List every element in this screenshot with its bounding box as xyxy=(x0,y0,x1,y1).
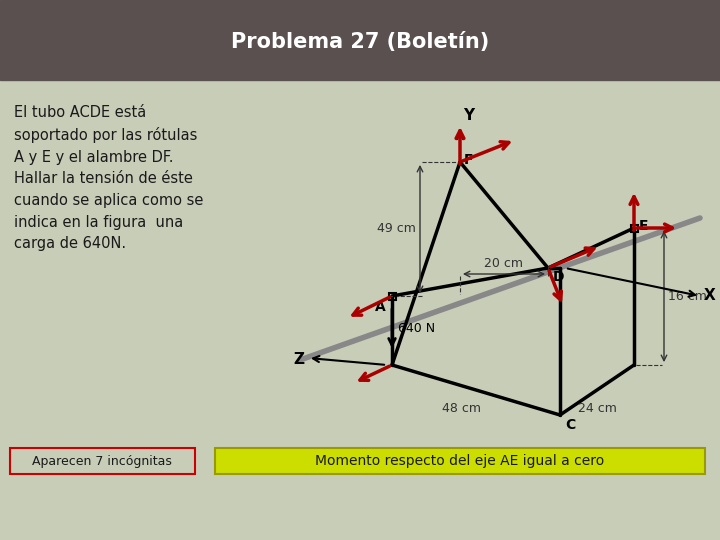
Text: D: D xyxy=(553,270,564,284)
Text: Momento respecto del eje AE igual a cero: Momento respecto del eje AE igual a cero xyxy=(315,454,605,468)
Text: Aparecen 7 incógnitas: Aparecen 7 incógnitas xyxy=(32,455,172,468)
Bar xyxy=(389,293,396,300)
Text: E: E xyxy=(639,219,649,233)
Text: El tubo ACDE está
soportado por las rótulas
A y E y el alambre DF.
Hallar la ten: El tubo ACDE está soportado por las rótu… xyxy=(14,105,203,251)
Text: 20 cm: 20 cm xyxy=(485,257,523,270)
Text: 24 cm: 24 cm xyxy=(577,402,616,415)
Text: 640 N: 640 N xyxy=(398,322,435,335)
Text: C: C xyxy=(565,418,575,432)
Text: A: A xyxy=(375,300,386,314)
Bar xyxy=(0,0,720,80)
Bar xyxy=(0,80,720,540)
Text: Problema 27 (Boletín): Problema 27 (Boletín) xyxy=(231,32,489,52)
Text: Z: Z xyxy=(293,353,304,368)
Text: 48 cm: 48 cm xyxy=(441,402,480,415)
Text: X: X xyxy=(704,288,716,303)
Bar xyxy=(215,448,705,474)
Bar xyxy=(631,225,638,232)
Text: Y: Y xyxy=(463,108,474,123)
Text: F: F xyxy=(464,153,474,167)
Text: 49 cm: 49 cm xyxy=(377,222,416,235)
Bar xyxy=(10,448,195,474)
Text: 16 cm: 16 cm xyxy=(668,290,707,303)
